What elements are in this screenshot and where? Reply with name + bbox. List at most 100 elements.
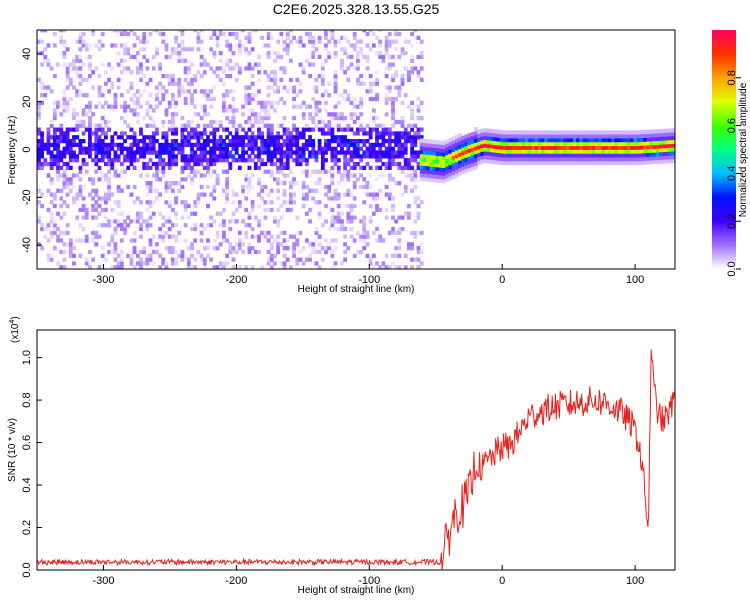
spectrogram-cell xyxy=(458,160,462,165)
spectrogram-cell xyxy=(486,155,491,160)
spectrogram-cell xyxy=(107,142,111,148)
spectrogram-cell xyxy=(649,156,654,161)
spectrogram-cell xyxy=(155,150,159,155)
spectrogram-cell xyxy=(387,96,392,102)
spectrogram-cell xyxy=(40,165,44,170)
spectrogram-cell xyxy=(502,145,507,150)
spectrogram-cell xyxy=(292,253,296,258)
spectrogram-cell xyxy=(234,146,239,151)
spectrogram-cell xyxy=(375,123,379,128)
spectrogram-cell xyxy=(183,158,188,163)
spectrogram-cell xyxy=(202,58,207,63)
spectrogram-cell xyxy=(75,112,80,117)
spectrogram-cell xyxy=(126,154,131,159)
spectrogram-cell xyxy=(186,119,191,125)
spectrogram-cell xyxy=(237,246,242,251)
spectrogram-cell xyxy=(119,211,124,216)
spectrogram-cell xyxy=(553,130,558,135)
spectrogram-cell xyxy=(234,43,239,48)
spectrogram-cell xyxy=(266,146,271,151)
spectrogram-cell xyxy=(222,66,226,71)
spectrogram-cell xyxy=(266,249,271,255)
spectrogram-cell xyxy=(170,181,175,186)
spectrogram-cell xyxy=(62,249,67,255)
spectrogram-cell xyxy=(269,70,274,75)
spectrogram-cell xyxy=(94,230,99,235)
spectrogram-cell xyxy=(202,226,207,232)
spectrogram-cell xyxy=(170,123,175,128)
spectrogram-cell xyxy=(295,181,300,186)
spectrogram-cell xyxy=(119,135,124,140)
spectrogram-cell xyxy=(279,230,284,235)
spectrogram-cell xyxy=(62,43,67,48)
spectrogram-cell xyxy=(362,154,367,159)
spectrogram-cell xyxy=(381,54,386,60)
spectrogram-cell xyxy=(317,215,322,220)
spectrogram-cell xyxy=(499,133,504,139)
spectrogram-cell xyxy=(266,154,271,159)
spectrogram-cell xyxy=(362,81,367,86)
spectrogram-cell xyxy=(448,137,453,143)
spectrogram-cell xyxy=(247,184,252,190)
spectrogram-cell xyxy=(167,150,172,155)
spectrogram-cell xyxy=(164,47,169,52)
spectrogram-cell xyxy=(228,131,233,136)
spectrogram-cell xyxy=(113,142,118,148)
spectrogram-cell xyxy=(563,134,568,139)
spectrogram-cell xyxy=(295,154,300,159)
spectrogram-cell xyxy=(129,253,134,258)
spectrogram-cell xyxy=(269,138,274,144)
spectrogram-cell xyxy=(643,160,647,165)
spectrogram-cell xyxy=(241,30,245,33)
spectrogram-cell xyxy=(413,123,418,128)
spectrogram-cell xyxy=(164,230,169,235)
spectrogram-cell xyxy=(279,135,284,140)
spectrogram-cell xyxy=(416,127,421,132)
spectrogram-cell xyxy=(572,157,577,162)
spectrogram-cell xyxy=(394,161,399,167)
spectrogram-cell xyxy=(349,158,354,163)
spectrogram-cell xyxy=(186,47,191,52)
spectrogram-cell xyxy=(56,104,60,109)
spectrogram-cell xyxy=(135,70,140,75)
spectrogram-cell xyxy=(269,154,274,159)
spectrogram-cell xyxy=(356,58,360,63)
spectrogram-cell xyxy=(317,150,322,155)
spectrogram-cell xyxy=(215,234,220,239)
spectrogram-cell xyxy=(442,156,446,161)
spectrogram-cell xyxy=(231,219,236,224)
snr-y-ticks: 0.00.20.40.60.81.0 xyxy=(21,350,42,578)
spectrogram-cell xyxy=(356,39,360,44)
spectrogram-cell xyxy=(410,265,415,269)
spectrogram-cell xyxy=(292,104,296,109)
spectrogram-cell xyxy=(620,130,625,135)
spectrogram-cell xyxy=(94,150,99,155)
spectrogram-cell xyxy=(391,261,395,266)
spectrogram-cell xyxy=(193,211,198,216)
spectrogram-cell xyxy=(365,253,370,258)
spectrogram-cell xyxy=(250,81,255,86)
spectrogram-cell xyxy=(336,165,341,170)
spectrogram-cell xyxy=(269,246,274,251)
spectrogram-cell xyxy=(464,153,469,158)
spectrogram-cell xyxy=(170,246,175,251)
spectrogram-cell xyxy=(155,127,159,132)
spectrogram-cell xyxy=(167,161,172,167)
spectrogram-cell xyxy=(413,30,418,33)
spectrogram-cell xyxy=(196,138,201,144)
spectrogram-cell xyxy=(269,142,274,148)
spectrogram-cell xyxy=(257,203,261,209)
spectrogram-cell xyxy=(582,138,587,143)
spectrogram-cell xyxy=(330,253,335,258)
spectrogram-cell xyxy=(228,154,233,159)
spectrogram-cell xyxy=(206,238,210,243)
spectrogram-cell xyxy=(451,140,456,145)
spectrogram-cell xyxy=(145,253,150,258)
spectrogram-cell xyxy=(225,127,229,132)
snr-panel: -300 -200 -100 0 100 0.00.20.40.60.81.0 Heig… xyxy=(7,316,676,596)
spectrogram-cell xyxy=(206,158,210,163)
spectrogram-cell xyxy=(266,135,271,140)
spectrogram-cell xyxy=(241,219,245,224)
spectrogram-cell xyxy=(139,62,143,67)
spectrogram-cell xyxy=(314,85,319,90)
